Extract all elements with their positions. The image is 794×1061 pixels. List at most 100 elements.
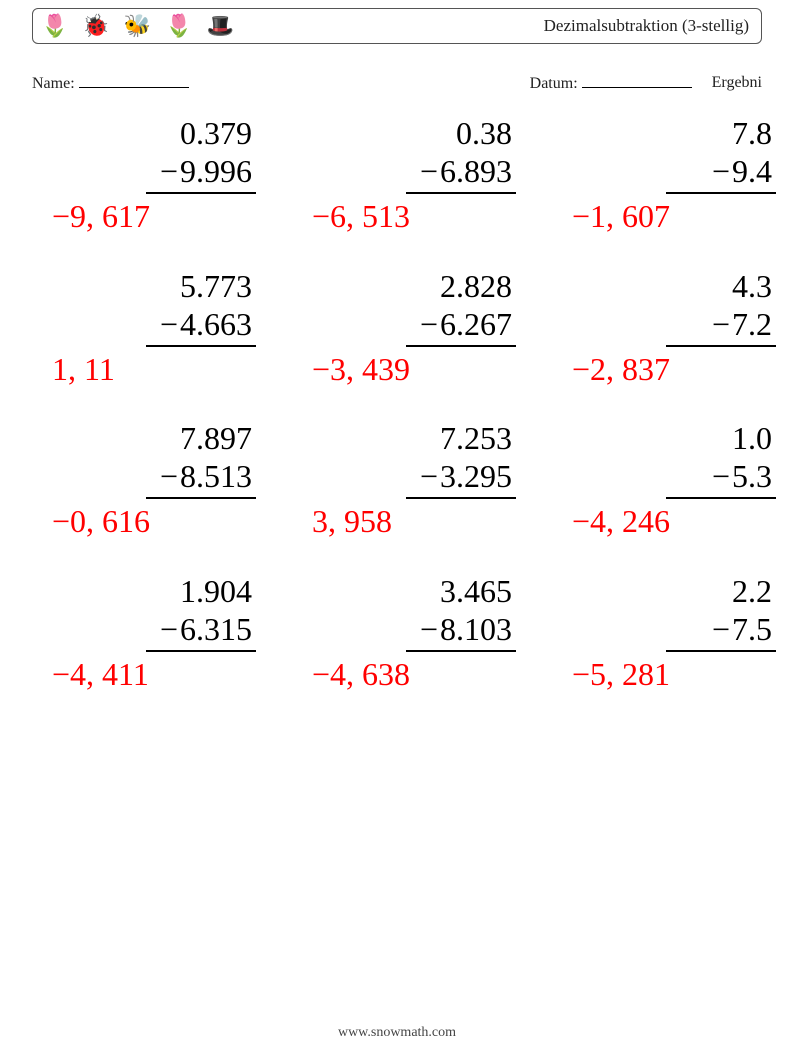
answer-value: 1, 11: [52, 349, 312, 391]
answer-value: −1, 607: [572, 196, 794, 238]
date-blank[interactable]: [582, 74, 692, 88]
answer-rule: [406, 192, 516, 194]
minuend-value: 3.465: [312, 571, 572, 611]
minuend-value: 2.2: [572, 571, 794, 611]
minus-icon: −: [712, 306, 730, 343]
answer-value: 3, 958: [312, 501, 572, 543]
name-blank[interactable]: [79, 74, 189, 88]
minus-icon: −: [420, 458, 438, 495]
tulip-icon: 🌷: [165, 13, 192, 39]
result-field: Ergebni: [712, 74, 762, 93]
answer-rule: [146, 650, 256, 652]
minuend-value: 1.0: [572, 418, 794, 458]
date-label: Datum:: [530, 75, 578, 92]
ladybug-icon: 🐞: [82, 13, 109, 39]
problem-cell: 2.828−6.267−3, 439: [312, 266, 572, 391]
answer-rule: [666, 497, 776, 499]
subtrahend-row: −9.4: [572, 153, 794, 190]
subtrahend-value: 7.5: [732, 611, 772, 648]
minuend-value: 1.904: [52, 571, 312, 611]
problem-cell: 7.897−8.513 −0, 616: [52, 418, 312, 543]
problem-cell: 5.773−4.663 1, 11: [52, 266, 312, 391]
answer-value: −4, 246: [572, 501, 794, 543]
problem-cell: 3.465−8.103 −4, 638: [312, 571, 572, 696]
minus-icon: −: [160, 458, 178, 495]
subtrahend-row: −7.2: [572, 306, 794, 343]
subtrahend-value: 6.267: [440, 306, 512, 343]
subtrahend-value: 8.103: [440, 611, 512, 648]
answer-rule: [406, 650, 516, 652]
minuend-value: 7.253: [312, 418, 572, 458]
problem-cell: 1.904−6.315 −4, 411: [52, 571, 312, 696]
date-field: Datum:: [530, 74, 692, 93]
flower-icon: 🌷: [41, 13, 68, 39]
problem-cell: 2.2−7.5 −5, 281: [572, 571, 794, 696]
minus-icon: −: [712, 458, 730, 495]
minus-icon: −: [712, 153, 730, 190]
bee-icon: 🐝: [124, 13, 151, 39]
subtrahend-value: 6.315: [180, 611, 252, 648]
answer-rule: [666, 650, 776, 652]
problem-cell: 0.379−9.996 −9, 617: [52, 113, 312, 238]
minus-icon: −: [160, 611, 178, 648]
answer-value: −0, 616: [52, 501, 312, 543]
answer-value: −4, 638: [312, 654, 572, 696]
answer-value: −4, 411: [52, 654, 312, 696]
answer-value: −3, 439: [312, 349, 572, 391]
footer-url: www.snowmath.com: [0, 1025, 794, 1041]
minuend-value: 4.3: [572, 266, 794, 306]
subtrahend-value: 6.893: [440, 153, 512, 190]
subtrahend-row: −6.315: [52, 611, 312, 648]
answer-value: −9, 617: [52, 196, 312, 238]
subtrahend-row: −5.3: [572, 458, 794, 495]
problem-cell: 4.3−7.2 −2, 837: [572, 266, 794, 391]
answer-rule: [146, 345, 256, 347]
worksheet-title: Dezimalsubtraktion (3-stellig): [544, 16, 749, 36]
minus-icon: −: [420, 153, 438, 190]
minuend-value: 0.38: [312, 113, 572, 153]
minus-icon: −: [712, 611, 730, 648]
minuend-value: 7.897: [52, 418, 312, 458]
subtrahend-value: 4.663: [180, 306, 252, 343]
hat-icon: 🎩: [207, 13, 234, 39]
answer-value: −5, 281: [572, 654, 794, 696]
minus-icon: −: [160, 153, 178, 190]
problem-cell: 7.8−9.4−1, 607: [572, 113, 794, 238]
problem-cell: 0.38−6.893 −6, 513: [312, 113, 572, 238]
problem-cell: 1.0−5.3 −4, 246: [572, 418, 794, 543]
minus-icon: −: [160, 306, 178, 343]
answer-rule: [406, 497, 516, 499]
problem-cell: 7.253−3.295 3, 958: [312, 418, 572, 543]
header-bar: 🌷 🐞 🐝 🌷 🎩 Dezimalsubtraktion (3-stellig): [32, 8, 762, 44]
minuend-value: 5.773: [52, 266, 312, 306]
subtrahend-value: 7.2: [732, 306, 772, 343]
subtrahend-value: 8.513: [180, 458, 252, 495]
answer-rule: [666, 192, 776, 194]
answer-rule: [666, 345, 776, 347]
subtrahend-row: −6.267: [312, 306, 572, 343]
result-label: Ergebni: [712, 74, 762, 91]
meta-row: Name: Datum: Ergebni: [32, 74, 762, 93]
answer-rule: [406, 345, 516, 347]
answer-value: −2, 837: [572, 349, 794, 391]
minus-icon: −: [420, 611, 438, 648]
subtrahend-row: −6.893: [312, 153, 572, 190]
subtrahend-value: 9.996: [180, 153, 252, 190]
name-field: Name:: [32, 74, 189, 93]
minuend-value: 0.379: [52, 113, 312, 153]
header-icons: 🌷 🐞 🐝 🌷 🎩: [41, 13, 234, 39]
subtrahend-row: −8.513: [52, 458, 312, 495]
subtrahend-row: −7.5: [572, 611, 794, 648]
minus-icon: −: [420, 306, 438, 343]
subtrahend-value: 3.295: [440, 458, 512, 495]
subtrahend-value: 9.4: [732, 153, 772, 190]
subtrahend-value: 5.3: [732, 458, 772, 495]
subtrahend-row: −8.103: [312, 611, 572, 648]
subtrahend-row: −9.996: [52, 153, 312, 190]
answer-value: −6, 513: [312, 196, 572, 238]
answer-rule: [146, 497, 256, 499]
name-label: Name:: [32, 75, 75, 92]
answer-rule: [146, 192, 256, 194]
problems-grid: 0.379−9.996−9, 6170.38−6.893−6, 5137.8−9…: [0, 113, 794, 695]
subtrahend-row: −3.295: [312, 458, 572, 495]
